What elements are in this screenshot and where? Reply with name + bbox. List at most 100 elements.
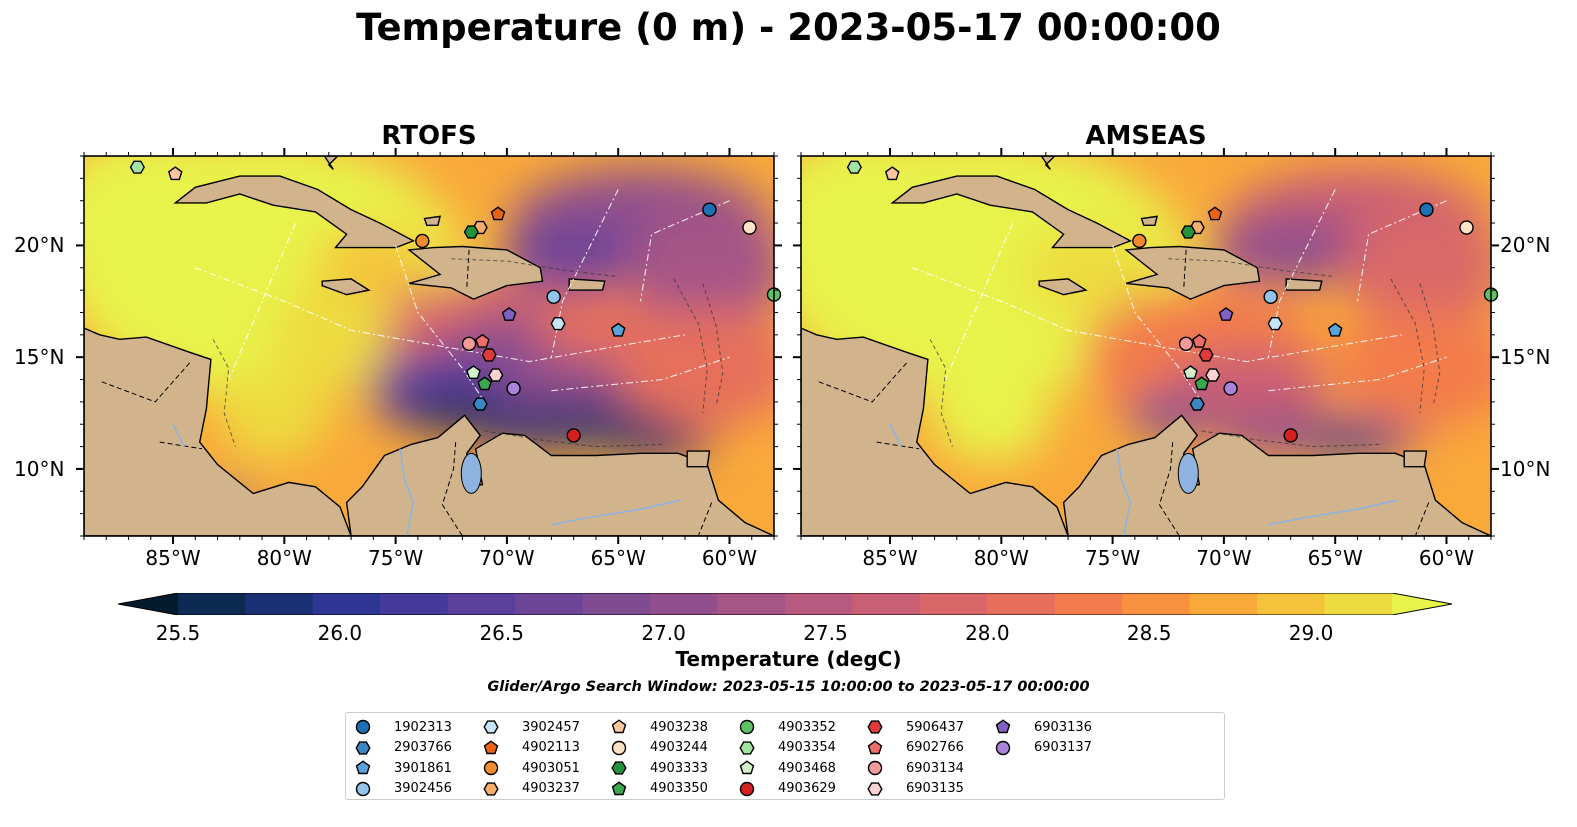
float-markers [846,160,1499,443]
legend-marker-4903238[interactable] [611,719,627,734]
colorbar-segment [1122,593,1191,615]
circle-marker-icon [483,761,499,776]
float-marker-4903350-rtofs[interactable] [477,376,492,391]
float-marker-4903051-rtofs[interactable] [415,233,430,249]
float-marker-6903135-rtofs[interactable] [488,368,504,382]
hexagon-marker-icon [483,720,499,734]
float-marker-4903051-amseas[interactable] [1132,233,1147,249]
legend-marker-4903468[interactable] [739,760,755,775]
float-marker-2903766-amseas[interactable] [1189,397,1205,411]
legend-label: 4902113 [522,740,580,756]
colorbar-segment [987,593,1056,615]
legend-marker-4903350[interactable] [611,781,627,795]
legend-marker-4903352[interactable] [739,720,755,735]
float-marker-3902457-rtofs[interactable] [550,316,566,331]
float-marker-4902113-amseas[interactable] [1207,206,1223,221]
float-marker-6903136-amseas[interactable] [1218,307,1234,321]
x-tick-label-amseas: 80°W [973,546,1029,570]
legend-marker-4903629[interactable] [739,781,755,796]
legend-marker-3902456[interactable] [355,781,371,796]
float-marker-3902457-amseas[interactable] [1267,316,1283,331]
float-marker-6903136-rtofs[interactable] [501,307,517,321]
circle-marker-icon [739,720,755,735]
legend-item-1902313: 1902313 [354,717,452,738]
legend-item-6902766: 6902766 [866,738,964,759]
landmass-bahamas-andros [1040,156,1056,170]
legend-marker-3902457[interactable] [483,720,499,734]
landmass-south-america [1062,414,1491,536]
float-marker-6902766-amseas[interactable] [1192,333,1207,348]
float-marker-6903135-amseas[interactable] [1205,368,1221,382]
legend-item-4902113: 4902113 [482,738,580,759]
legend-marker-1902313[interactable] [355,720,371,735]
float-marker-6903137-amseas[interactable] [1223,381,1238,396]
map-panel-amseas[interactable] [793,148,1499,544]
legend-marker-6903137[interactable] [995,740,1011,755]
float-marker-4903629-rtofs[interactable] [566,428,581,443]
float-marker-4903468-rtofs[interactable] [466,365,481,380]
float-marker-4903350-amseas[interactable] [1194,376,1209,391]
circle-marker-icon [355,781,371,796]
colorbar-segment [178,593,247,615]
y-tick-label-right: 15°N [1500,345,1551,370]
panel-title-amseas: AMSEAS [1085,121,1207,151]
float-marker-4903354-amseas[interactable] [846,160,863,174]
hexagon-marker-icon [867,720,883,734]
colorbar-tick-label: 28.5 [1126,621,1172,645]
legend-marker-4903237[interactable] [483,782,499,796]
float-marker-1902313-rtofs[interactable] [702,202,717,217]
float-marker-4903238-amseas[interactable] [884,166,900,181]
legend-marker-4903051[interactable] [483,761,499,776]
float-marker-1902313-amseas[interactable] [1419,202,1434,217]
float-marker-6903134-amseas[interactable] [1178,336,1194,351]
float-marker-4903629-amseas[interactable] [1283,428,1298,443]
x-tick-label-amseas: 85°W [862,546,918,570]
legend-marker-6903136[interactable] [995,719,1011,734]
y-tick-label-right: 10°N [1500,456,1551,481]
legend-marker-5906437[interactable] [867,720,883,734]
colorbar-segment [1324,593,1393,615]
float-marker-4903354-rtofs[interactable] [129,160,146,174]
y-tick-label-left: 15°N [14,345,65,370]
legend-marker-4903244[interactable] [611,740,627,755]
float-marker-6903137-rtofs[interactable] [506,381,521,396]
float-marker-3901861-rtofs[interactable] [610,322,626,337]
x-tick-label-amseas: 65°W [1307,546,1363,570]
legend-marker-4903354[interactable] [739,741,755,755]
float-marker-5906437-rtofs[interactable] [481,348,497,362]
legend-marker-6902766[interactable] [867,740,883,754]
colorbar-ticks: 25.5 26.0 26.5 27.0 27.5 28.0 28.5 29.0 [0,621,1577,645]
colorbar-tick-label: 27.5 [803,621,848,645]
legend-column: 6903136 6903137 [994,717,1092,758]
colorbar-segment [919,593,988,615]
float-marker-6902766-rtofs[interactable] [475,333,490,348]
float-marker-3902456-rtofs[interactable] [546,289,561,305]
float-marker-3902456-amseas[interactable] [1263,289,1278,305]
float-marker-4903468-amseas[interactable] [1183,365,1198,380]
legend-item-6903135: 6903135 [866,779,964,800]
legend-item-3901861: 3901861 [354,758,452,779]
y-tick-label-right: 20°N [1500,233,1551,258]
legend-column: 5906437 6902766 6903134 6903135 [866,717,964,799]
legend-label: 6903134 [906,760,964,776]
float-marker-2903766-rtofs[interactable] [472,397,488,411]
float-marker-5906437-amseas[interactable] [1198,348,1214,362]
float-marker-4903333-amseas[interactable] [1180,225,1196,239]
float-marker-6903134-rtofs[interactable] [461,336,477,351]
legend-marker-6903134[interactable] [867,761,883,776]
landmass-cuba [890,175,1133,249]
x-tick-label-amseas: 60°W [1418,546,1475,570]
legend-marker-2903766[interactable] [355,741,371,755]
legend-marker-4903333[interactable] [611,761,627,775]
legend-marker-6903135[interactable] [867,782,883,796]
float-marker-4903244-rtofs[interactable] [742,220,757,235]
legend-marker-4902113[interactable] [483,740,499,754]
float-marker-4903238-rtofs[interactable] [167,166,183,181]
float-marker-4903333-rtofs[interactable] [463,225,479,239]
float-marker-4902113-rtofs[interactable] [490,206,506,221]
float-marker-3901861-amseas[interactable] [1327,322,1343,337]
map-panel-rtofs[interactable] [76,148,782,544]
legend-marker-3901861[interactable] [355,760,371,775]
float-marker-4903244-amseas[interactable] [1459,220,1474,235]
legend-label: 1902313 [394,719,452,735]
